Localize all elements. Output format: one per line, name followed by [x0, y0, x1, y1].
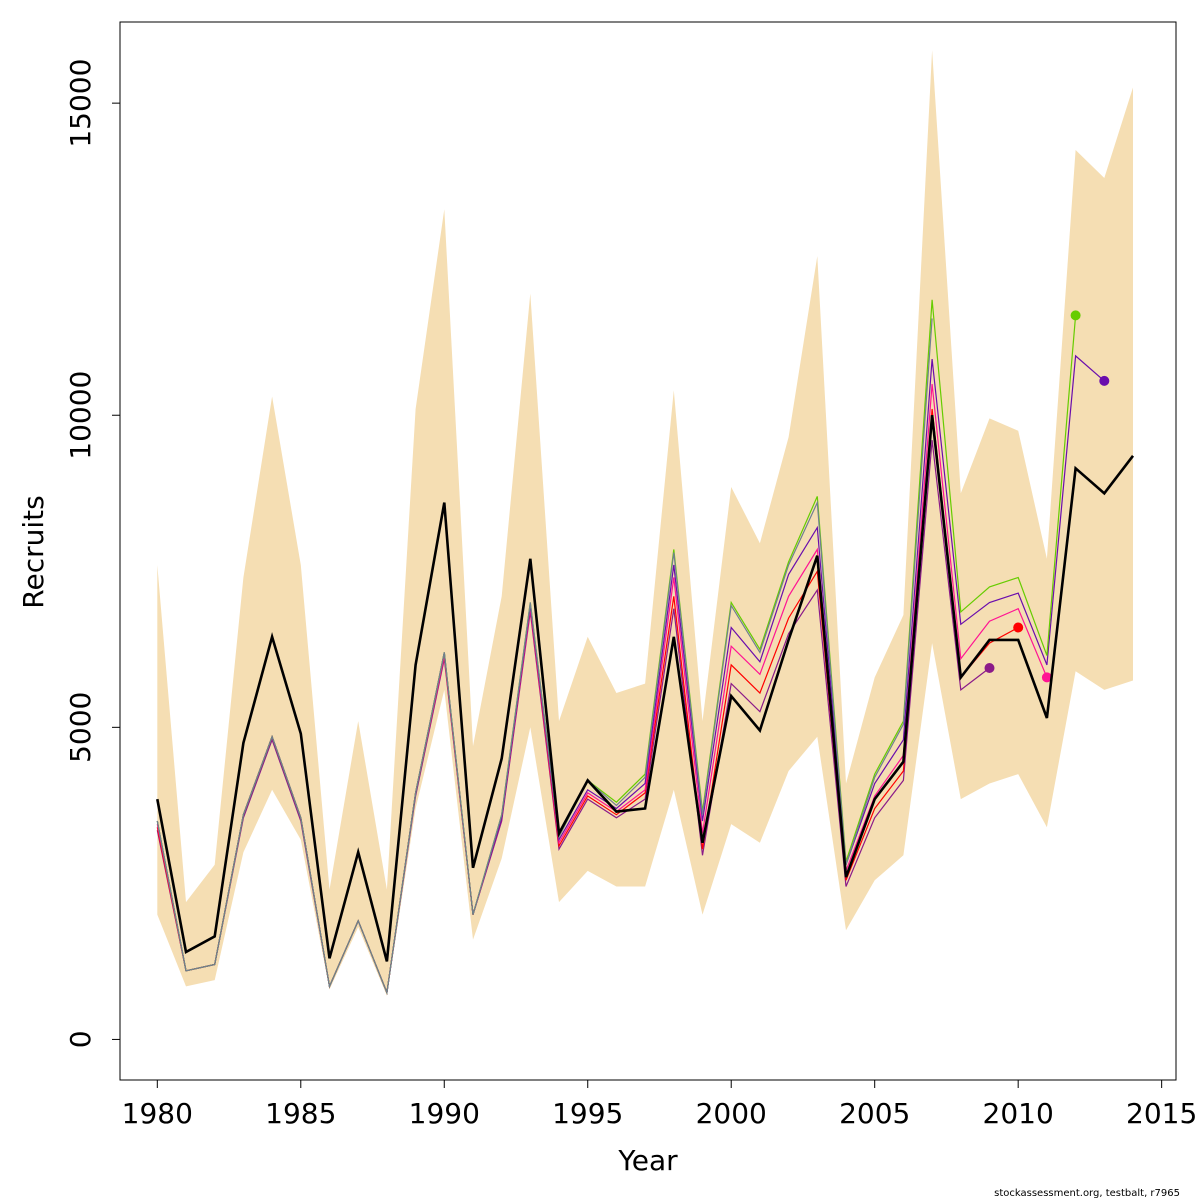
retro-series-end-point-1: [984, 663, 995, 673]
y-tick-label: 0: [64, 1030, 97, 1048]
x-tick-label: 2000: [696, 1097, 767, 1130]
x-axis-title: Year: [617, 1144, 678, 1177]
x-tick-label: 1985: [265, 1097, 336, 1130]
x-tick-label: 1980: [122, 1097, 193, 1130]
retro-series-end-point-4: [1099, 375, 1110, 386]
plot-frame: [119, 21, 1177, 1081]
y-tick-label: 5000: [64, 692, 97, 763]
x-tick-label: 2010: [983, 1097, 1054, 1130]
y-tick-label: 10000: [64, 371, 97, 460]
y-axis-title: Recruits: [17, 495, 50, 608]
credit-text: stockassessment.org, testbalt, r7965: [994, 1188, 1180, 1199]
retro-series-line-1: [156, 440, 990, 995]
x-tick-label: 1995: [552, 1097, 623, 1130]
retro-series-end-point-2: [1013, 622, 1024, 633]
x-tick-label: 1990: [409, 1097, 480, 1130]
confidence-band: [157, 50, 1134, 996]
series-layer: [156, 299, 1135, 995]
axes-layer: 1980 1985 1990 1995 2000 2005 2010 2015 0 5000 100…: [64, 21, 1197, 1130]
x-tick-label: 2005: [839, 1097, 910, 1130]
retro-series-end-point-5: [1070, 310, 1081, 321]
main-series-line: [156, 415, 1135, 962]
retro-series-line-6: [156, 318, 933, 995]
x-tick-label: 2015: [1126, 1097, 1197, 1130]
y-tick-label: 15000: [64, 59, 97, 148]
confidence-band-layer: [157, 50, 1134, 996]
retro-series-end-point-3: [1041, 672, 1052, 683]
